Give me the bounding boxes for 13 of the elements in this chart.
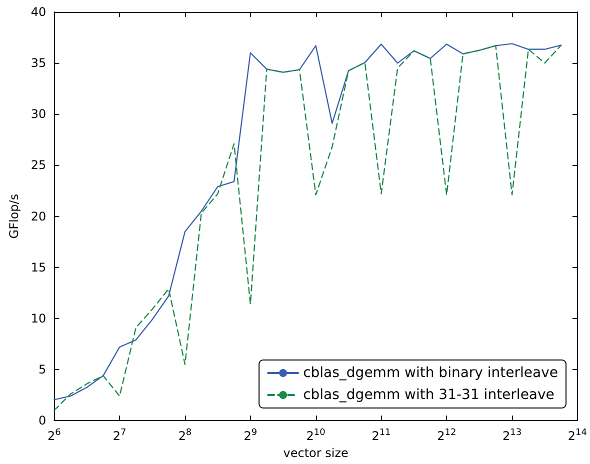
y-tick-label: 35: [30, 56, 46, 70]
y-axis-title: GFlop/s: [7, 194, 21, 239]
y-tick-label: 15: [30, 260, 46, 274]
y-tick-label: 25: [30, 158, 46, 172]
x-axis-title: vector size: [283, 446, 348, 460]
y-tick-label: 40: [30, 5, 46, 19]
y-tick-label: 0: [38, 414, 46, 428]
legend-label: cblas_dgemm with binary interleave: [303, 365, 558, 381]
y-tick-label: 5: [38, 362, 46, 377]
y-tick-label: 30: [30, 107, 46, 122]
legend-label: cblas_dgemm with 31-31 interleave: [303, 387, 554, 403]
y-tick-label: 20: [30, 209, 46, 224]
y-tick-label: 10: [30, 311, 46, 326]
